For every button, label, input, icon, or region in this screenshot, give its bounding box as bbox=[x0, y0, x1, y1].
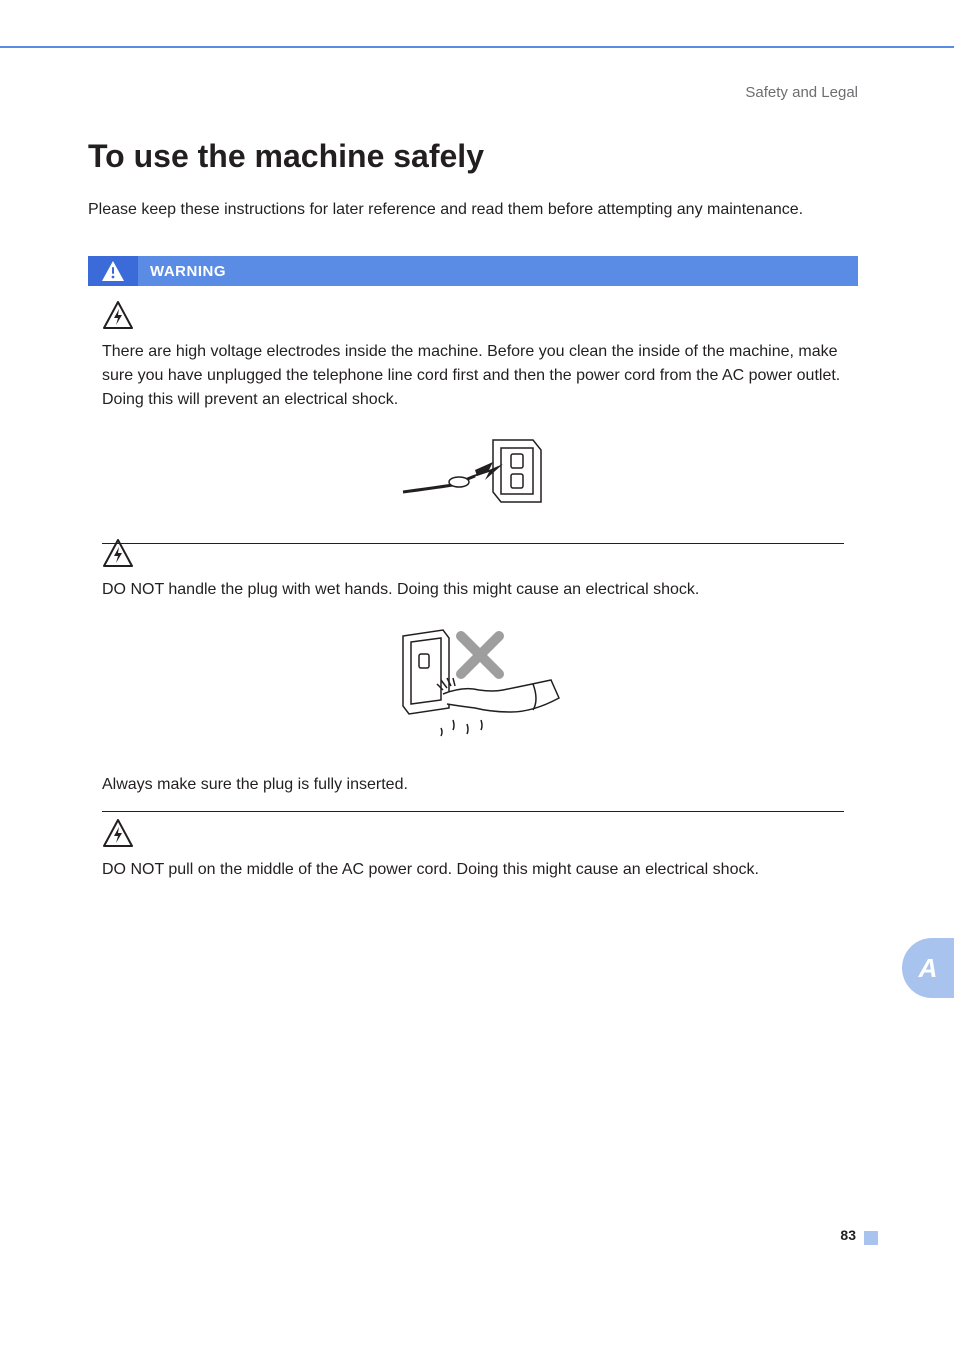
page-number: 83 bbox=[840, 1227, 856, 1243]
illustration-wet-hands bbox=[102, 620, 844, 755]
shock-icon bbox=[102, 538, 134, 570]
illustration-unplug bbox=[102, 430, 844, 525]
warning-label: WARNING bbox=[150, 263, 226, 280]
section-tab: A bbox=[902, 938, 954, 998]
breadcrumb: Safety and Legal bbox=[745, 84, 858, 101]
shock-icon bbox=[102, 300, 134, 332]
warning-block-3: DO NOT pull on the middle of the AC powe… bbox=[102, 818, 844, 882]
shock-icon bbox=[102, 818, 134, 850]
warning-text-1: There are high voltage electrodes inside… bbox=[102, 340, 844, 412]
warning-text-3: DO NOT pull on the middle of the AC powe… bbox=[102, 858, 844, 882]
page-title: To use the machine safely bbox=[88, 138, 484, 175]
warning-triangle-icon bbox=[88, 256, 138, 286]
warning-followup-2: Always make sure the plug is fully inser… bbox=[102, 773, 844, 797]
page-marker-icon bbox=[864, 1231, 878, 1245]
divider bbox=[102, 811, 844, 812]
warning-block-1: There are high voltage electrodes inside… bbox=[102, 300, 844, 544]
intro-text: Please keep these instructions for later… bbox=[88, 198, 858, 222]
warning-block-2: DO NOT handle the plug with wet hands. D… bbox=[102, 538, 844, 812]
warning-text-2: DO NOT handle the plug with wet hands. D… bbox=[102, 578, 844, 602]
warning-bar: WARNING bbox=[88, 256, 858, 286]
top-rule bbox=[0, 46, 954, 48]
